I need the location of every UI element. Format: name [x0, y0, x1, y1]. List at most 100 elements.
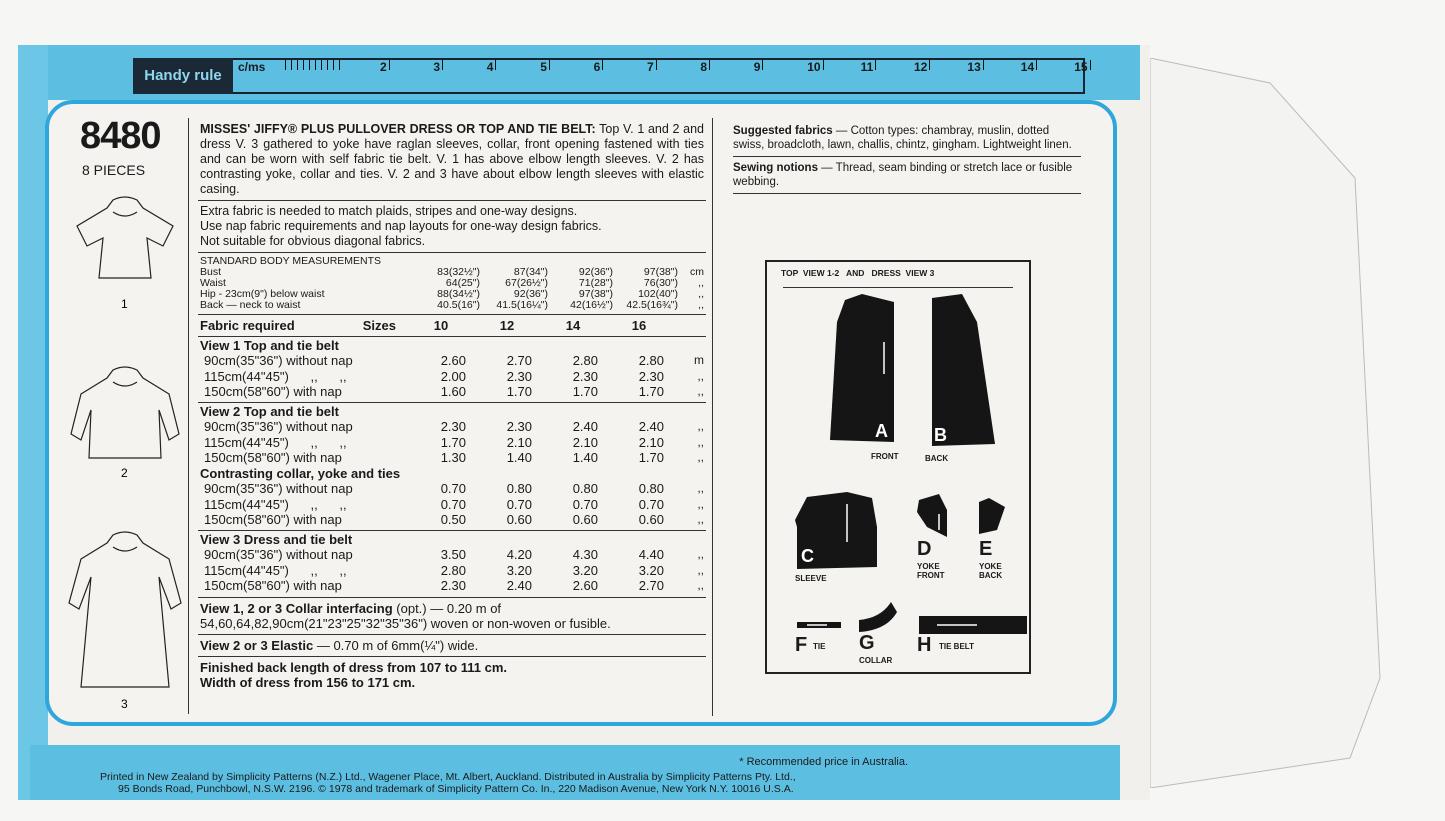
label-back: BACK: [925, 454, 949, 463]
fabric-value: 2.40: [506, 578, 532, 593]
sizes-label: Sizes: [362, 318, 396, 333]
fabric-value: 1.40: [506, 450, 532, 465]
interfacing-title: View 1, 2 or 3 Collar interfacing: [200, 600, 393, 616]
fabric-unit: ,,: [697, 481, 704, 495]
fabric-unit: m: [694, 353, 704, 367]
left-band: [18, 45, 48, 800]
measurement-value: 97(38"): [643, 266, 678, 278]
interfacing: View 1, 2 or 3 Collar interfacing (opt.)…: [200, 601, 704, 631]
fabric-value: 0.70: [572, 496, 598, 512]
piece-e-yoke-back: [979, 498, 1005, 534]
divider: [198, 200, 706, 201]
fabric-value: 2.70: [638, 578, 664, 593]
finished-length: Finished back length of dress from 107 t…: [200, 659, 508, 675]
ruler-tick: 3: [433, 60, 443, 74]
label-tie: TIE: [813, 642, 826, 651]
label-yoke-back: YOKE BACK: [979, 562, 1003, 580]
measurement-value: 42(16½"): [570, 299, 613, 311]
view-2-label: 2: [121, 466, 128, 480]
fabric-value: 1.70: [440, 434, 466, 450]
fabric-value: 2.30: [572, 368, 598, 384]
measurement-unit: ,,: [698, 277, 704, 289]
fabric-value: 2.00: [440, 368, 466, 384]
view-2-sketch: [70, 366, 180, 459]
measurement-value: 42.5(16¾"): [626, 299, 678, 311]
divider: [198, 401, 706, 403]
fabric-row-label: 150cm(58"60") with nap: [204, 450, 342, 465]
note: Use nap fabric requirements and nap layo…: [200, 219, 602, 233]
price-note: * Recommended price in Australia.: [739, 756, 908, 768]
fabric-unit: ,,: [697, 578, 704, 592]
fabric-value: 1.40: [572, 450, 598, 465]
fabric-value: 2.60: [572, 578, 598, 593]
fabric-notes: Extra fabric is needed to match plaids, …: [200, 204, 704, 249]
section-title: View 1 Top and tie belt: [200, 337, 339, 353]
divider: [198, 252, 706, 253]
fabric-value: 2.30: [638, 368, 664, 384]
fabric-value: 2.80: [638, 353, 664, 368]
fabric-unit: ,,: [697, 368, 704, 383]
ruler-tick: 15: [1074, 60, 1091, 74]
note: Not suitable for obvious diagonal fabric…: [200, 234, 426, 248]
fabric-value: 2.30: [506, 419, 532, 434]
finished-width: Width of dress from 156 to 171 cm.: [200, 674, 416, 690]
fabric-value: 0.60: [638, 512, 664, 527]
suggested-title: Suggested fabrics: [733, 125, 833, 137]
piece-a-front: [830, 294, 894, 442]
label-tie-belt: TIE BELT: [939, 642, 974, 651]
fabric-row-label: 150cm(58"60") with nap: [204, 512, 342, 527]
fabric-value: 4.40: [638, 547, 664, 562]
fabric-value: 1.70: [638, 384, 664, 399]
measurement-unit: cm: [690, 266, 704, 278]
size-header: 10: [433, 318, 449, 333]
suggested-fabrics: Suggested fabrics — Cotton types: chambr…: [733, 124, 1081, 152]
fabric-heading: Fabric required: [200, 318, 295, 333]
measurement-value: 92(36"): [513, 288, 548, 300]
main-column: MISSES' JIFFY® PLUS PULLOVER DRESS OR TO…: [198, 122, 706, 690]
divider: [198, 596, 706, 598]
ruler-tick: 14: [1020, 60, 1038, 74]
ruler-tick: 13: [967, 60, 985, 74]
divider: [198, 335, 706, 337]
fabric-row-label: 90cm(35"36") without nap: [204, 547, 353, 562]
measurement-value: 102(40"): [638, 288, 678, 300]
fabric-value: 2.40: [572, 419, 598, 434]
fabric-row-label: 115cm(44"45") ,, ,,: [204, 434, 347, 450]
measurement-value: 88(34½"): [437, 288, 480, 300]
ruler-tick: 12: [914, 60, 931, 74]
measurement-value: 67(26½"): [505, 277, 548, 289]
envelope-flap: [1150, 58, 1381, 788]
divider: [733, 156, 1081, 157]
piece-g-collar: [859, 602, 897, 632]
view-3-sketch: [68, 531, 182, 688]
measurement-value: 97(38"): [578, 288, 613, 300]
fabric-value: 4.20: [506, 547, 532, 562]
pattern-number: 8480: [80, 115, 162, 157]
measurement-value: 41.5(16¼"): [496, 299, 548, 311]
fabric-unit: ,,: [697, 547, 704, 561]
measurement-unit: ,,: [698, 299, 704, 311]
fabric-value: 2.10: [638, 434, 664, 450]
imprint-line-2: 95 Bonds Road, Punchbowl, N.S.W. 2196. ©…: [118, 783, 794, 795]
footer-imprint: Printed in New Zealand by Simplicity Pat…: [100, 771, 796, 795]
description: MISSES' JIFFY® PLUS PULLOVER DRESS OR TO…: [200, 122, 704, 197]
measurement-value: 92(36"): [578, 266, 613, 278]
label-front: FRONT: [871, 452, 899, 461]
fabric-table: Fabric required Sizes 10 12 14 16 View 1 Top a…: [198, 318, 706, 594]
fabric-value: 2.80: [572, 353, 598, 368]
grainline-arrows: [807, 342, 977, 626]
fabric-unit: ,,: [697, 384, 704, 398]
view-1-sketch: [76, 196, 174, 279]
piece-shapes: A B C: [795, 294, 1027, 634]
handy-ruler: [133, 58, 1085, 94]
piece-count: 8 PIECES: [82, 162, 146, 178]
pattern-pieces-diagram: TOP VIEW 1-2 AND DRESS VIEW 3 A B C FRON…: [765, 260, 1031, 674]
ruler-tick: 2: [380, 60, 390, 74]
measurement-value: 87(34"): [513, 266, 548, 278]
note: Extra fabric is needed to match plaids, …: [200, 204, 578, 218]
spacer: [664, 318, 704, 334]
fabric-value: 1.30: [440, 450, 466, 465]
fabric-unit: ,,: [697, 450, 704, 464]
section-title: Contrasting collar, yoke and ties: [200, 465, 401, 481]
elastic-title: View 2 or 3 Elastic: [200, 637, 314, 653]
